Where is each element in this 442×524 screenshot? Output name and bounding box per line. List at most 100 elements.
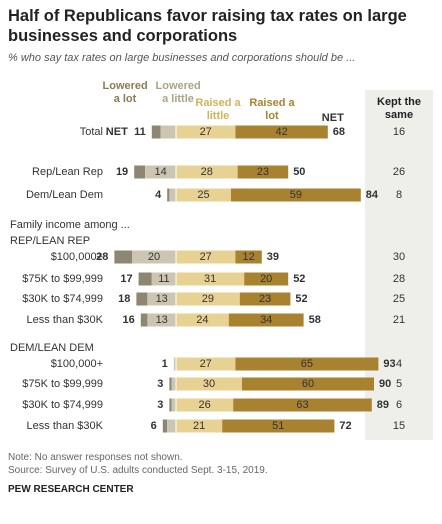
kept-value: 21 [393,314,405,326]
bar-segment [235,250,262,264]
segment-label: 31 [204,273,216,285]
bar-segment [228,313,304,327]
legend-label: Raised a little [195,97,241,122]
kept-header: Kept the same [377,96,421,121]
bar-segment [167,188,170,202]
segment-label: 20 [260,273,272,285]
kept-column-bg [365,90,433,440]
bar-segment [176,188,231,202]
bar-segment [233,398,372,412]
net-lowered: 28 [96,251,108,263]
legend-label: Lowered a little [155,80,201,105]
bar-segment [176,292,240,306]
bar-segment [231,188,361,202]
bar-segment [237,165,289,179]
net-raised: 50 [293,166,305,178]
bar-segment [176,357,236,371]
row-label: $100,000+ [51,358,103,370]
kept-value: 15 [393,420,405,432]
bar-segment [132,250,176,264]
bar-segment [169,188,176,202]
net-label: NET [322,112,344,124]
net-lowered: 17 [120,273,132,285]
bar-segment [173,357,176,371]
bar-segment [162,419,168,433]
kept-value: 5 [396,378,402,390]
row-label: Less than $30K [27,420,104,432]
bar-segment [136,292,148,306]
kept-value: 30 [393,251,405,263]
segment-label: 59 [290,189,302,201]
segment-label: 23 [259,293,271,305]
kept-value: 8 [396,189,402,201]
bar-segment [176,165,238,179]
net-label: NET [106,126,128,138]
bar-segment [145,165,176,179]
bar-segment [176,272,245,286]
bar-segment [147,292,176,306]
bar-segment [151,125,161,139]
net-lowered: 18 [118,293,130,305]
net-raised: 58 [309,314,321,326]
footer: PEW RESEARCH CENTER [8,484,134,495]
net-lowered: 3 [157,399,163,411]
section-label: DEM/LEAN DEM [10,342,94,354]
net-raised: 52 [293,273,305,285]
segment-label: 28 [201,166,213,178]
segment-label: 29 [202,293,214,305]
net-lowered: 6 [151,420,157,432]
section-label: Family income among ... [10,219,130,231]
row-label: Total [80,126,103,138]
net-lowered: 3 [157,378,163,390]
legend-label: Lowered a lot [102,80,148,105]
kept-value: 28 [393,273,405,285]
note: Note: No answer responses not shown. [8,452,183,463]
bar-segment [138,272,152,286]
bar-segment [169,377,172,391]
bar-segment [176,125,236,139]
row-label: $100,000+ [51,251,103,263]
row-label: $75K to $99,999 [22,273,103,285]
segment-label: 25 [197,189,209,201]
net-raised: 90 [379,378,391,390]
bar-segment [160,125,176,139]
net-raised: 84 [366,189,379,201]
segment-label: 60 [302,378,314,390]
bar-segment [176,419,223,433]
legend-label: Raised a lot [249,97,295,122]
row-label: $75K to $99,999 [22,378,103,390]
segment-label: 27 [200,251,212,263]
bar-segment [147,313,176,327]
segment-label: 11 [158,273,169,285]
bar-segment [114,250,132,264]
section-label: REP/LEAN REP [10,235,90,247]
subtitle: % who say tax rates on large businesses … [8,52,356,64]
bar-segment [167,419,176,433]
segment-label: 63 [296,399,308,411]
net-raised: 93 [383,358,395,370]
net-raised: 72 [339,420,351,432]
segment-label: 12 [242,251,254,263]
segment-label: 14 [154,166,166,178]
segment-label: 51 [272,420,284,432]
title: Half of Republicans favor raising tax ra… [8,7,407,45]
bar-segment [176,250,236,264]
row-label: Dem/Lean Dem [26,189,103,201]
bar-segment [244,272,289,286]
row-label: $30K to $74,999 [22,399,103,411]
row-label: $30K to $74,999 [22,293,103,305]
segment-label: 65 [301,358,313,370]
net-lowered: 11 [134,126,146,138]
segment-label: 27 [200,126,212,138]
kept-value: 26 [393,166,405,178]
kept-value: 4 [396,358,402,370]
net-lowered: 4 [155,189,162,201]
segment-label: 13 [156,314,168,326]
bar-segment [222,419,335,433]
bar-segment [239,292,291,306]
segment-label: 34 [260,314,272,326]
segment-label: 42 [275,126,287,138]
bar-segment [140,313,148,327]
